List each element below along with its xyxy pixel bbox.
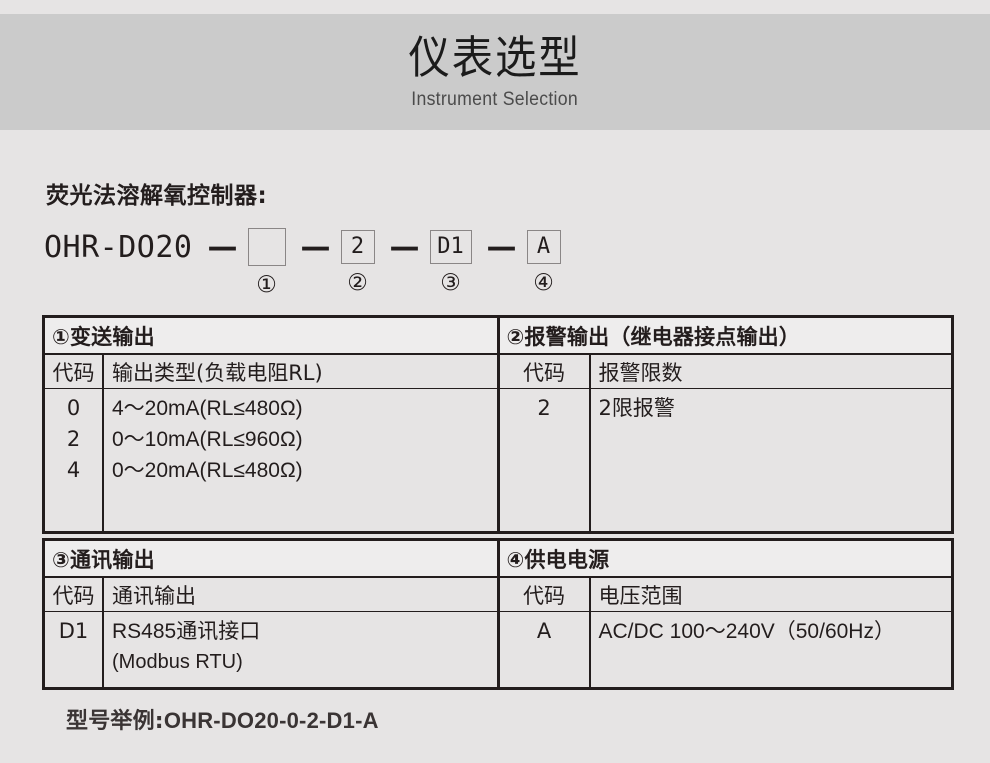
table-body: 2 2限报警: [499, 389, 952, 531]
product-heading: 荧光法溶解氧控制器:: [46, 183, 268, 209]
column-code-values: A: [500, 612, 591, 687]
table-row: 4: [66, 458, 81, 482]
model-segment-4: A ④: [526, 228, 561, 296]
model-code-diagram: OHR-DO20 — ① — 2 ② — D1 ③ — A ④: [44, 228, 561, 298]
model-segment-1: ①: [247, 228, 286, 298]
model-dash-1: —: [207, 230, 238, 265]
model-example-value: OHR-DO20-0-2-D1-A: [163, 708, 379, 733]
table-row: 4～20mA(RL≤480Ω): [112, 397, 303, 420]
group-title-power-supply: ④供电电源: [499, 541, 951, 578]
table-body: A AC/DC 100～240V（50/60Hz）: [499, 612, 952, 687]
model-code-box-2[interactable]: 2: [340, 230, 375, 264]
model-code-box-4[interactable]: A: [526, 230, 561, 264]
column-desc-values: 2限报警: [591, 389, 952, 531]
table-row: 2限报警: [598, 396, 675, 420]
column-desc-values: 4～20mA(RL≤480Ω) 0～10mA(RL≤960Ω) 0～20mA(R…: [104, 389, 497, 531]
table-group-power-supply: ④供电电源 代码 电压范围 A AC/DC 100～240V（50/60Hz）: [499, 541, 952, 687]
page-subtitle: Instrument Selection: [411, 89, 579, 110]
model-example: 型号举例:OHR-DO20-0-2-D1-A: [66, 703, 379, 735]
model-code-box-1[interactable]: [247, 228, 286, 266]
column-header-alarm-limit: 报警限数: [598, 360, 683, 385]
column-header-communication: 通讯输出: [112, 583, 196, 608]
table-group-communication-output: ③通讯输出 代码 通讯输出 D1 RS485通讯接口 (Modbus RTU): [45, 541, 500, 687]
model-code-box-3[interactable]: D1: [429, 230, 472, 264]
table-row: AC/DC 100～240V（50/60Hz）: [598, 620, 895, 643]
column-header-code: 代码: [500, 355, 591, 388]
model-segment-3: D1 ③: [429, 228, 472, 296]
column-desc-values: AC/DC 100～240V（50/60Hz）: [591, 612, 952, 687]
column-header-voltage-range: 电压范围: [598, 583, 683, 608]
table-row: (Modbus RTU): [112, 651, 243, 673]
table-body: 0 2 4 4～20mA(RL≤480Ω) 0～10mA(RL≤960Ω) 0～…: [45, 389, 497, 531]
table-header-row: 代码 电压范围: [499, 578, 951, 612]
model-dash-2: —: [300, 230, 331, 265]
table-row: 0: [66, 396, 81, 420]
column-header-code: 代码: [45, 578, 104, 611]
table-row: A: [536, 619, 552, 643]
table-header-row: 代码 通讯输出: [45, 578, 497, 612]
group-title-alarm-output: ②报警输出（继电器接点输出）: [499, 318, 951, 355]
table-body: D1 RS485通讯接口 (Modbus RTU): [45, 612, 497, 687]
column-header-code: 代码: [45, 355, 104, 388]
model-example-label: 型号举例:: [66, 709, 164, 734]
model-marker-3: ③: [440, 270, 461, 296]
selection-table-bottom: ③通讯输出 代码 通讯输出 D1 RS485通讯接口 (Modbus RTU) …: [42, 538, 954, 690]
model-marker-4: ④: [533, 270, 554, 296]
table-row: 0～10mA(RL≤960Ω): [112, 428, 303, 451]
column-code-values: 0 2 4: [45, 389, 104, 531]
model-segment-2: 2 ②: [340, 228, 375, 296]
table-group-alarm-output: ②报警输出（继电器接点输出） 代码 报警限数 2 2限报警: [499, 318, 952, 531]
table-row: 0～20mA(RL≤480Ω): [112, 459, 303, 482]
page-title: 仪表选型: [408, 31, 582, 84]
group-title-communication-output: ③通讯输出: [45, 541, 497, 578]
table-row: 2: [537, 396, 551, 420]
column-header-code: 代码: [500, 578, 591, 611]
model-dash-4: —: [486, 230, 517, 265]
table-header-row: 代码 输出类型(负载电阻RL): [45, 355, 497, 389]
model-dash-3: —: [389, 230, 420, 265]
page-banner: 仪表选型 Instrument Selection: [0, 14, 990, 130]
table-row: RS485通讯接口: [112, 620, 261, 643]
model-marker-1: ①: [256, 272, 277, 298]
model-marker-2: ②: [347, 270, 368, 296]
column-header-output-type: 输出类型(负载电阻RL): [112, 360, 323, 385]
table-row: 2: [66, 427, 81, 451]
selection-table-top: ①变送输出 代码 输出类型(负载电阻RL) 0 2 4 4～20mA(RL≤48…: [42, 315, 954, 534]
table-header-row: 代码 报警限数: [499, 355, 951, 389]
column-desc-values: RS485通讯接口 (Modbus RTU): [104, 612, 497, 687]
column-code-values: 2: [500, 389, 591, 531]
table-group-transmit-output: ①变送输出 代码 输出类型(负载电阻RL) 0 2 4 4～20mA(RL≤48…: [45, 318, 500, 531]
model-base-code: OHR-DO20: [44, 230, 193, 265]
column-code-values: D1: [45, 612, 104, 687]
group-title-transmit-output: ①变送输出: [45, 318, 497, 355]
table-row: D1: [58, 619, 89, 643]
